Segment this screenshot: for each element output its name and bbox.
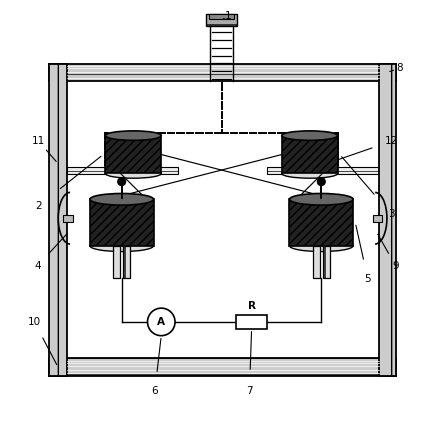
Bar bbox=[105, 136, 161, 174]
Ellipse shape bbox=[289, 194, 353, 205]
Text: 9: 9 bbox=[392, 261, 399, 271]
Text: R: R bbox=[248, 301, 256, 310]
Circle shape bbox=[148, 308, 175, 336]
Text: 6: 6 bbox=[152, 386, 158, 396]
Ellipse shape bbox=[105, 131, 161, 140]
Ellipse shape bbox=[282, 131, 338, 140]
Ellipse shape bbox=[105, 169, 161, 178]
Bar bbox=[50, 64, 66, 376]
Bar bbox=[373, 215, 382, 222]
Text: 10: 10 bbox=[28, 317, 41, 327]
Bar bbox=[66, 168, 179, 174]
Ellipse shape bbox=[282, 169, 338, 178]
Bar bbox=[209, 14, 234, 19]
Circle shape bbox=[118, 178, 125, 185]
Ellipse shape bbox=[289, 240, 353, 252]
Text: 7: 7 bbox=[246, 386, 253, 396]
Bar bbox=[50, 359, 396, 376]
Bar bbox=[282, 136, 338, 174]
Bar bbox=[313, 246, 319, 278]
Text: 12: 12 bbox=[385, 136, 398, 146]
Text: 3: 3 bbox=[388, 209, 395, 220]
Text: 1: 1 bbox=[225, 11, 231, 22]
Text: 5: 5 bbox=[365, 274, 371, 284]
Bar bbox=[206, 14, 237, 26]
Bar bbox=[63, 215, 73, 222]
Text: A: A bbox=[157, 317, 165, 327]
Text: 2: 2 bbox=[35, 201, 42, 211]
Bar bbox=[289, 199, 353, 246]
Text: 8: 8 bbox=[397, 63, 404, 73]
Bar bbox=[323, 246, 330, 278]
Bar bbox=[267, 168, 378, 174]
Ellipse shape bbox=[90, 194, 154, 205]
Bar bbox=[113, 246, 120, 278]
Circle shape bbox=[318, 178, 325, 185]
Text: 11: 11 bbox=[32, 136, 45, 146]
Bar bbox=[124, 246, 130, 278]
Bar bbox=[378, 64, 396, 376]
Text: 4: 4 bbox=[34, 261, 41, 271]
Ellipse shape bbox=[90, 240, 154, 252]
Bar bbox=[90, 199, 154, 246]
Bar bbox=[50, 64, 396, 81]
Bar bbox=[236, 315, 267, 329]
